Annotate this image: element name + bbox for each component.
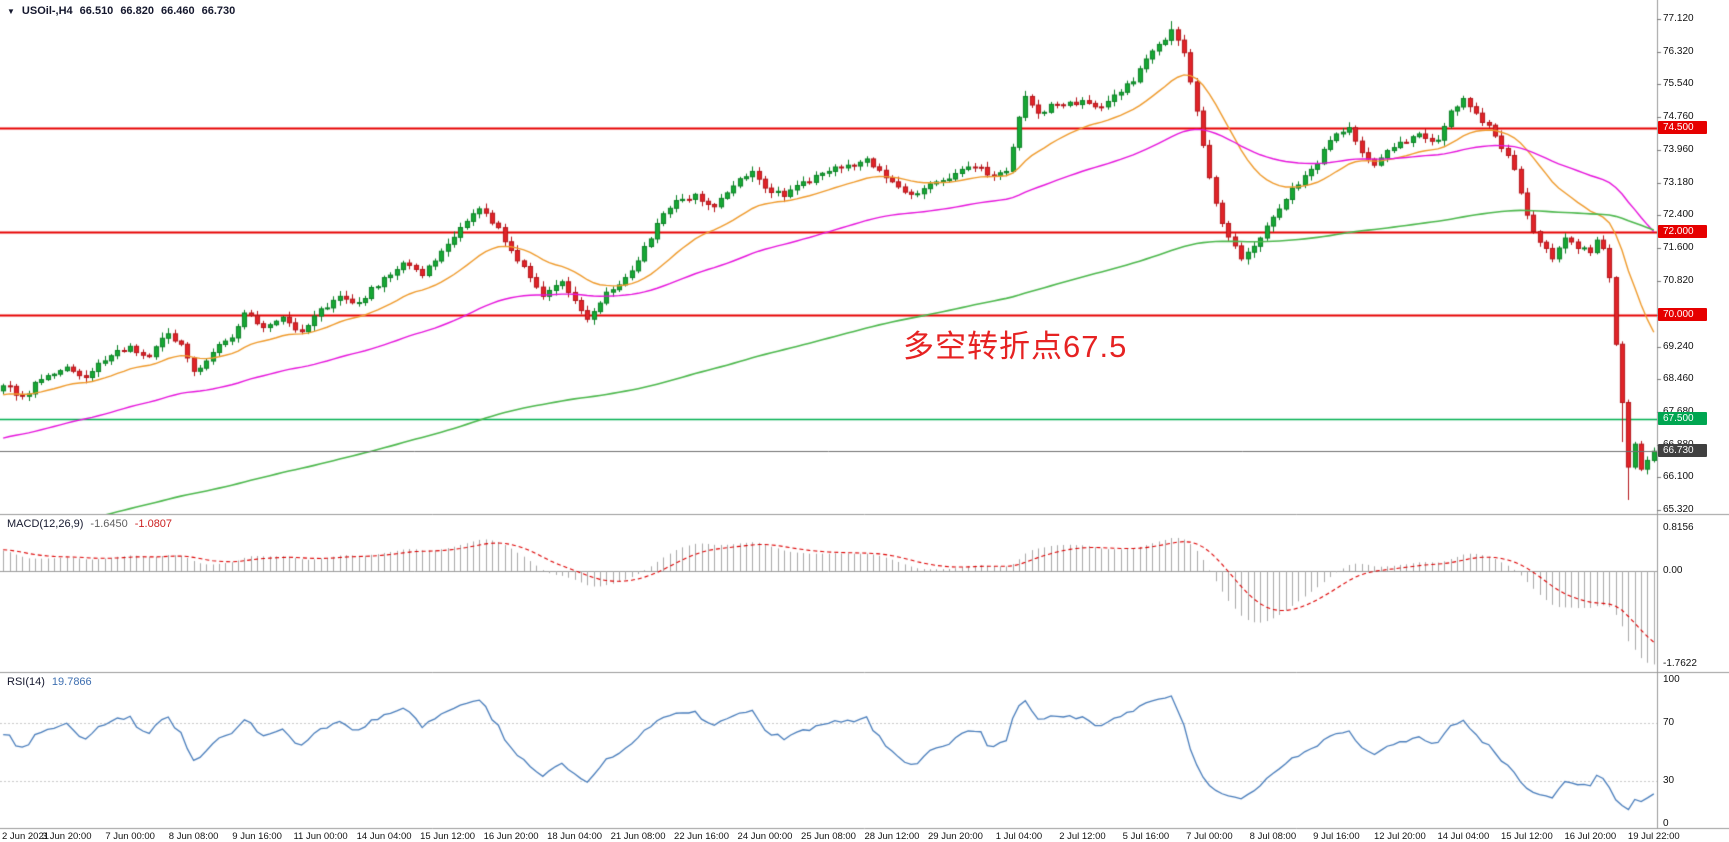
- time-tick-label: 8 Jul 08:00: [1249, 831, 1297, 842]
- time-tick-label: 1 Jul 04:00: [995, 831, 1043, 842]
- price-tick-label: 75.540: [1663, 78, 1694, 90]
- price-tick-label: 73.960: [1663, 144, 1694, 156]
- time-tick-label: 3 Jun 20:00: [41, 831, 92, 842]
- price-tick-label: 69.240: [1663, 340, 1694, 352]
- price-tick-label: 73.180: [1663, 176, 1694, 188]
- macd-main-value: -1.6450: [90, 518, 128, 530]
- price-tick-label: 72.400: [1663, 209, 1694, 221]
- rsi-scale-label: 100: [1663, 674, 1680, 685]
- rsi-indicator-header: RSI(14) 19.7866: [7, 676, 92, 688]
- price-tick-label: 76.320: [1663, 45, 1694, 57]
- price-tick-label: 77.120: [1663, 12, 1694, 24]
- time-tick-label: 24 Jun 00:00: [737, 831, 793, 842]
- macd-signal-value: -1.0807: [134, 518, 173, 530]
- current-price-tag: 66.730: [1658, 444, 1707, 458]
- time-tick-label: 15 Jun 12:00: [420, 831, 476, 842]
- chart-annotation-text[interactable]: 多空转折点67.5: [903, 329, 1128, 364]
- price-level-tag: 70.000: [1658, 308, 1707, 322]
- time-tick-label: 11 Jun 00:00: [293, 831, 348, 842]
- macd-scale-label: 0.8156: [1663, 522, 1694, 533]
- macd-label: MACD(12,26,9): [7, 518, 84, 530]
- price-tick-label: 67.680: [1663, 405, 1694, 417]
- macd-scale-label: 0.00: [1663, 565, 1683, 577]
- price-tick-label: 65.320: [1663, 503, 1694, 515]
- rsi-value: 19.7866: [51, 676, 92, 688]
- time-tick-label: 29 Jun 20:00: [928, 831, 983, 842]
- price-level-tag: 72.000: [1658, 224, 1707, 238]
- time-tick-label: 21 Jun 08:00: [610, 831, 666, 842]
- symbol-period-label: USOil-,H4: [21, 5, 73, 17]
- rsi-label: RSI(14): [7, 676, 45, 688]
- time-tick-label: 9 Jun 16:00: [232, 831, 282, 842]
- price-tick-label: 66.100: [1663, 471, 1694, 483]
- time-tick-label: 18 Jun 04:00: [547, 831, 603, 842]
- rsi-scale-label: 70: [1663, 717, 1675, 729]
- low-value: 66.460: [160, 5, 195, 17]
- chart-expand-arrow-icon[interactable]: ▼: [7, 6, 15, 16]
- price-tick-label: 74.760: [1663, 110, 1694, 122]
- price-tick-label: 70.820: [1663, 274, 1694, 286]
- rsi-scale-label: 30: [1663, 774, 1675, 786]
- time-tick-label: 14 Jul 04:00: [1437, 831, 1490, 842]
- time-tick-label: 16 Jul 20:00: [1564, 831, 1617, 842]
- time-tick-label: 28 Jun 12:00: [864, 831, 920, 842]
- time-tick-label: 22 Jun 16:00: [674, 831, 729, 842]
- time-tick-label: 7 Jun 00:00: [105, 831, 155, 842]
- close-value: 66.730: [201, 5, 236, 17]
- time-tick-label: 5 Jul 16:00: [1122, 831, 1170, 842]
- macd-indicator-header: MACD(12,26,9) -1.6450 -1.0807: [7, 518, 172, 530]
- time-tick-label: 8 Jun 08:00: [168, 831, 219, 842]
- time-tick-label: 9 Jul 16:00: [1313, 831, 1360, 842]
- time-tick-label: 2 Jun 2021: [2, 831, 50, 842]
- time-tick-label: 16 Jun 20:00: [483, 831, 539, 842]
- price-tick-label: 71.600: [1663, 242, 1694, 254]
- time-tick-label: 25 Jun 08:00: [801, 831, 856, 842]
- time-tick-label: 14 Jun 04:00: [356, 831, 412, 842]
- rsi-scale-label: 0: [1663, 818, 1669, 829]
- open-value: 66.510: [79, 5, 114, 17]
- symbol-ohlc-info: ▼ USOil-,H4 66.510 66.820 66.460 66.730: [7, 5, 235, 17]
- time-tick-label: 12 Jul 20:00: [1373, 831, 1426, 842]
- time-tick-label: 7 Jul 00:00: [1186, 831, 1233, 842]
- macd-scale-label: -1.7622: [1663, 658, 1697, 669]
- high-value: 66.820: [120, 5, 154, 17]
- time-tick-label: 2 Jul 12:00: [1059, 831, 1106, 842]
- price-tick-label: 68.460: [1663, 373, 1694, 385]
- time-tick-label: 15 Jul 12:00: [1500, 831, 1553, 842]
- price-level-tag: 67.500: [1658, 412, 1707, 426]
- time-tick-label: 19 Jul 22:00: [1627, 831, 1680, 842]
- price-level-tag: 74.500: [1658, 120, 1707, 134]
